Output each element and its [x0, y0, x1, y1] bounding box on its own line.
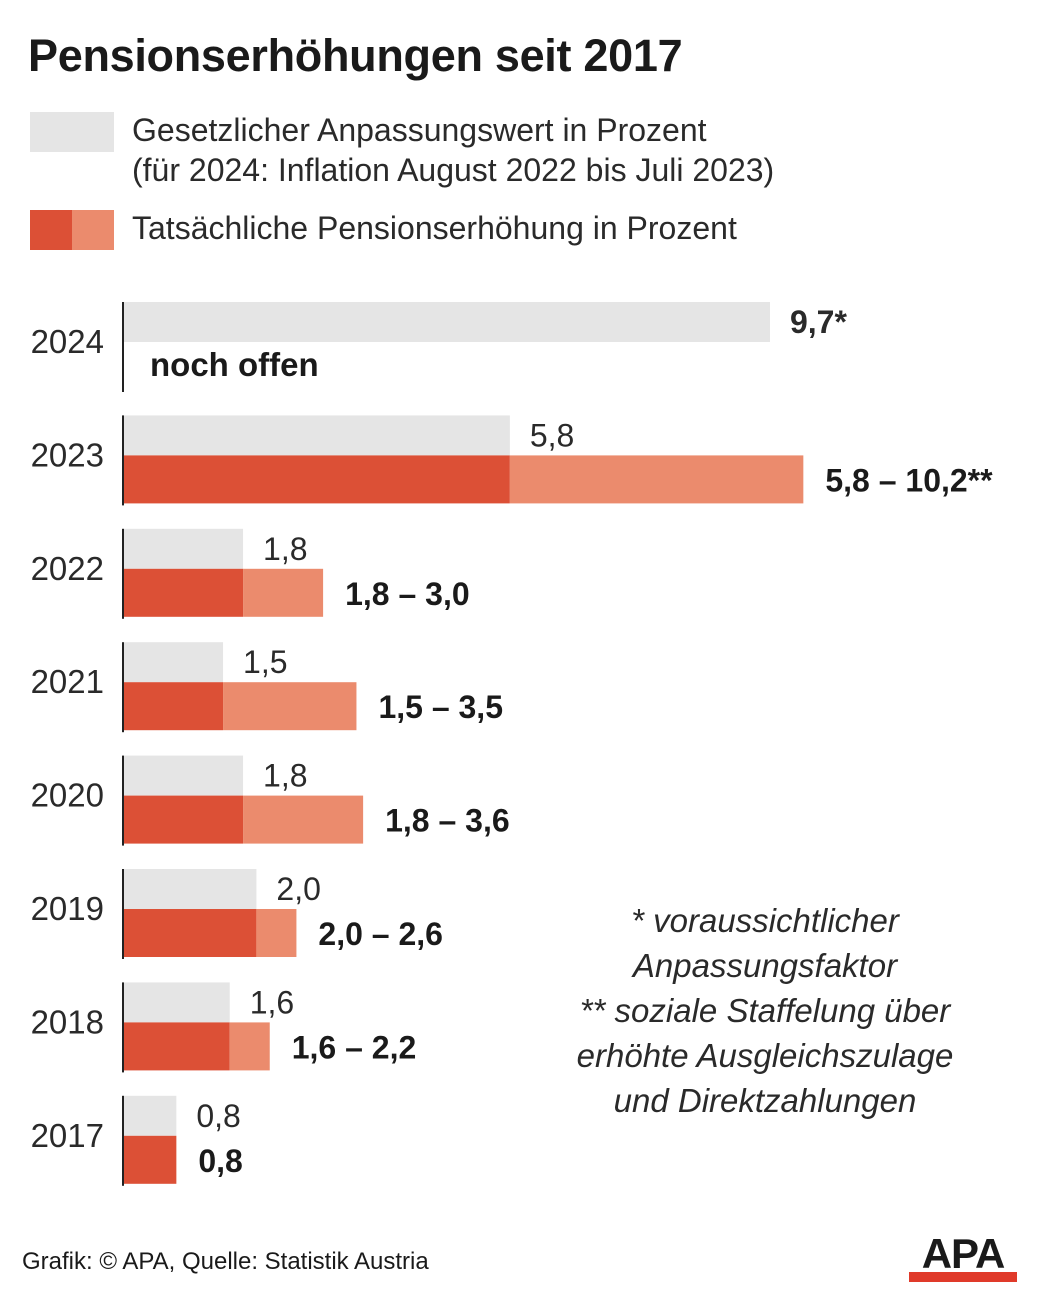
category-label: 2019 — [31, 890, 104, 927]
category-label: 2023 — [31, 436, 104, 473]
apa-logo: APA — [907, 1232, 1019, 1282]
data-label-legal: 0,8 — [196, 1098, 240, 1134]
data-label-legal: 1,8 — [263, 531, 307, 567]
bar-legal — [123, 755, 244, 796]
data-label-legal: 5,8 — [530, 417, 574, 453]
data-label-actual: noch offen — [150, 346, 319, 383]
legend-swatch-legal — [30, 112, 114, 152]
bar-legal — [123, 642, 224, 683]
apa-logo-text: APA — [921, 1230, 1006, 1277]
bar-actual-range — [256, 909, 297, 957]
data-label-legal: 1,8 — [263, 758, 307, 794]
bar-legal — [123, 869, 257, 909]
legend-swatch-actual-range — [72, 210, 114, 250]
chart-title: Pensionserhöhungen seit 2017 — [28, 30, 683, 81]
bar-actual-min — [123, 909, 257, 957]
bar-actual-min — [123, 682, 224, 731]
footnote-line: * voraussichtlicher — [631, 902, 899, 939]
category-label: 2022 — [31, 550, 104, 587]
bar-actual-min — [123, 568, 244, 617]
source-credit: Grafik: © APA, Quelle: Statistik Austria — [22, 1248, 429, 1275]
data-label-legal: 1,6 — [250, 984, 294, 1020]
legend-label-legal-line-2: (für 2024: Inflation August 2022 bis Jul… — [132, 152, 775, 188]
apa-logo-bar — [909, 1272, 1017, 1282]
legend-label-actual: Tatsächliche Pensionserhöhung in Prozent — [132, 210, 737, 246]
footnote-line: Anpassungsfaktor — [632, 947, 898, 984]
bar-actual-range — [223, 682, 357, 731]
data-label-legal: 2,0 — [276, 871, 320, 907]
footnote-line: ** soziale Staffelung über — [579, 992, 951, 1029]
category-label: 2018 — [31, 1003, 104, 1040]
bar-actual-min — [123, 1135, 177, 1184]
data-label-legal: 1,5 — [243, 644, 287, 680]
data-label-actual: 1,6 – 2,2 — [292, 1029, 417, 1065]
bar-actual-range — [509, 455, 804, 504]
footnote-line: erhöhte Ausgleichszulage — [576, 1037, 954, 1074]
footnotes: * voraussichtlicher Anpassungsfaktor ** … — [530, 898, 1000, 1123]
bar-legal — [123, 528, 244, 569]
bar-actual-min — [123, 795, 244, 844]
legend-label-legal: Gesetzlicher Anpassungswert in Prozent (… — [132, 110, 774, 190]
bar-actual-min — [123, 455, 510, 504]
bar-legal — [123, 982, 230, 1023]
data-label-actual: 1,5 – 3,5 — [378, 689, 503, 725]
data-label-actual: 2,0 – 2,6 — [318, 916, 443, 952]
category-label: 2017 — [31, 1117, 104, 1154]
bar-legal — [123, 1095, 177, 1136]
bar-actual-range — [243, 795, 364, 844]
data-label-actual: 5,8 – 10,2** — [825, 462, 993, 498]
bar-actual-min — [123, 1022, 230, 1071]
footnote-line: und Direktzahlungen — [613, 1082, 917, 1119]
bar-legal — [123, 415, 510, 456]
bar-actual-range — [243, 568, 324, 617]
data-label-actual: 0,8 — [198, 1143, 242, 1179]
legend-label-legal-line-1: Gesetzlicher Anpassungswert in Prozent — [132, 112, 707, 148]
bar-actual-range — [229, 1022, 270, 1071]
category-label: 2024 — [31, 323, 104, 360]
data-label-legal: 9,7* — [790, 304, 847, 340]
bar-legal — [123, 302, 770, 342]
data-label-actual: 1,8 – 3,0 — [345, 576, 470, 612]
data-label-actual: 1,8 – 3,6 — [385, 803, 510, 839]
category-label: 2020 — [31, 777, 104, 814]
category-label: 2021 — [31, 663, 104, 700]
legend-swatch-actual-min — [30, 210, 72, 250]
